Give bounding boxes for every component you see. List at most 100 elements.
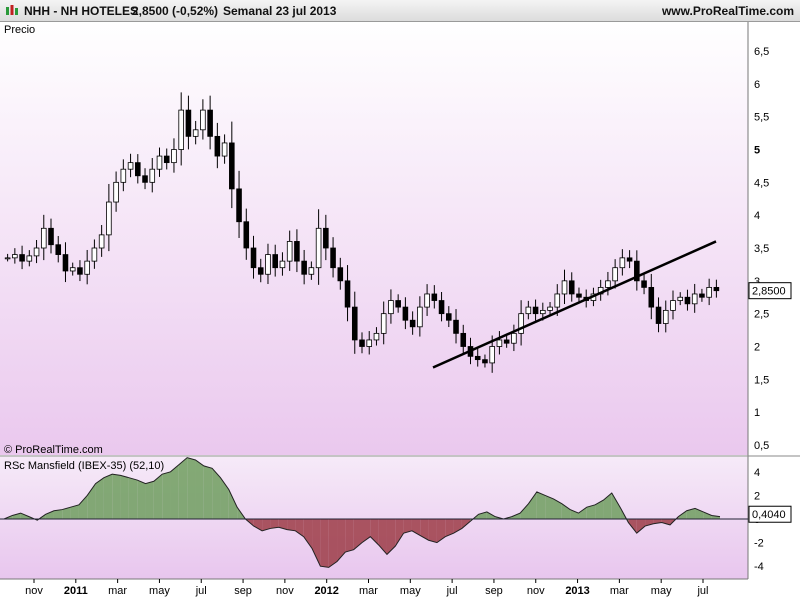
site-link[interactable]: www.ProRealTime.com	[661, 4, 794, 18]
price-tick-label: 4	[754, 210, 760, 222]
candle-body	[265, 254, 271, 275]
candle-body	[626, 257, 633, 262]
price-tick-label: 0,5	[754, 440, 769, 452]
rsc-segment	[711, 515, 720, 519]
rsc-segment	[187, 457, 196, 519]
candle-body	[156, 155, 163, 170]
candle-body	[388, 300, 394, 315]
chart-area: Precio © ProRealTime.com RSc Mansfield (…	[0, 22, 800, 600]
price-tick-label: 3	[754, 276, 760, 288]
rsc-segment	[378, 519, 387, 555]
candle-body	[323, 227, 329, 249]
candle-body	[4, 257, 11, 260]
candle-body	[431, 293, 438, 301]
rsc-segment	[112, 474, 121, 519]
rsc-segment	[528, 491, 537, 519]
candle-body	[171, 149, 177, 164]
rsc-panel-title: RSc Mansfield (IBEX-35) (52,10)	[4, 460, 164, 472]
last-price-box	[748, 282, 792, 300]
rsc-segment	[420, 519, 429, 541]
candle-body	[402, 306, 409, 321]
candle-body	[250, 247, 257, 269]
candle-body	[540, 309, 546, 315]
candle-body	[496, 339, 503, 347]
rsc-segment	[611, 493, 621, 519]
time-tick-label: may	[400, 585, 421, 597]
candle-body	[12, 254, 18, 259]
candle-body	[612, 267, 618, 282]
candle-body	[33, 247, 40, 257]
instrument-name: NHH - NH HOTELES	[24, 4, 138, 18]
candle-body	[547, 306, 553, 311]
rsc-segment	[270, 519, 279, 529]
rsc-segment	[320, 519, 329, 568]
candle-body	[503, 339, 510, 344]
candle-body	[359, 339, 365, 347]
candlestick-icon	[6, 5, 18, 15]
rsc-segment	[586, 504, 596, 519]
rsc-segment	[486, 511, 496, 519]
time-tick-label: may	[651, 585, 672, 597]
price-panel-bg	[0, 22, 748, 455]
rsc-line	[3, 457, 721, 568]
candle-body	[670, 300, 676, 311]
time-tick-label: jul	[696, 585, 708, 597]
trendline	[432, 240, 717, 369]
rsc-segment	[511, 513, 521, 519]
candle-body	[634, 260, 640, 282]
rsc-segment	[478, 511, 487, 519]
rsc-segment	[595, 500, 604, 519]
price-tick-label: 6	[754, 79, 760, 91]
rsc-area	[0, 457, 748, 568]
rsc-segment	[228, 489, 238, 519]
rsc-segment	[578, 507, 587, 519]
rsc-segment	[295, 519, 304, 537]
candle-body	[706, 286, 712, 298]
rsc-segment	[353, 519, 362, 550]
period-date: Semanal 23 jul 2013	[223, 4, 337, 18]
candle-body	[62, 254, 69, 272]
candle-body	[409, 319, 416, 328]
rsc-segment	[262, 519, 271, 531]
price-tick-label: 2	[754, 342, 760, 354]
rsc-segment	[137, 480, 146, 519]
candle-body	[417, 306, 423, 328]
price-tick-label: 5	[754, 145, 760, 157]
time-tick-label: mar	[359, 585, 378, 597]
last-price-label: 2,8500	[752, 286, 786, 298]
candle-body	[460, 332, 467, 347]
candle-body	[185, 109, 192, 137]
rsc-segment	[403, 519, 412, 534]
rsc-segment	[220, 477, 229, 519]
candle-body	[207, 109, 213, 137]
rsc-segment	[536, 491, 546, 519]
price-axis: 0,5 1 1,5 2 2,5 3 3,5 4 4,5 5 5,5 6 6,5 2,8500	[748, 46, 792, 452]
candle-body	[453, 319, 459, 334]
rsc-segment	[170, 464, 179, 519]
candle-body	[40, 227, 47, 249]
rsc-segment	[453, 519, 462, 534]
candle-body	[26, 255, 33, 262]
candle-body	[308, 267, 315, 275]
time-tick-label: mar	[610, 585, 629, 597]
price-tick-label: 2,5	[754, 309, 769, 321]
candle-body	[113, 181, 119, 203]
rsc-segment	[545, 495, 554, 519]
rsc-segment	[686, 508, 696, 519]
candle-body	[163, 155, 170, 164]
candle-body	[69, 267, 76, 272]
rsc-segment	[153, 474, 163, 519]
time-tick-label: may	[149, 585, 170, 597]
rsc-segment	[278, 519, 288, 530]
rsc-segment	[628, 519, 637, 534]
rsc-segment	[395, 519, 404, 547]
rsc-segment	[436, 519, 446, 543]
candle-body	[684, 296, 691, 305]
rsc-segment	[661, 519, 671, 525]
candle-body	[511, 332, 517, 344]
rsc-segment	[670, 516, 679, 525]
candle-body	[243, 221, 250, 249]
rsc-tick-label: 4	[754, 467, 760, 479]
rsc-segment	[212, 468, 221, 519]
rsc-segment	[62, 507, 71, 519]
